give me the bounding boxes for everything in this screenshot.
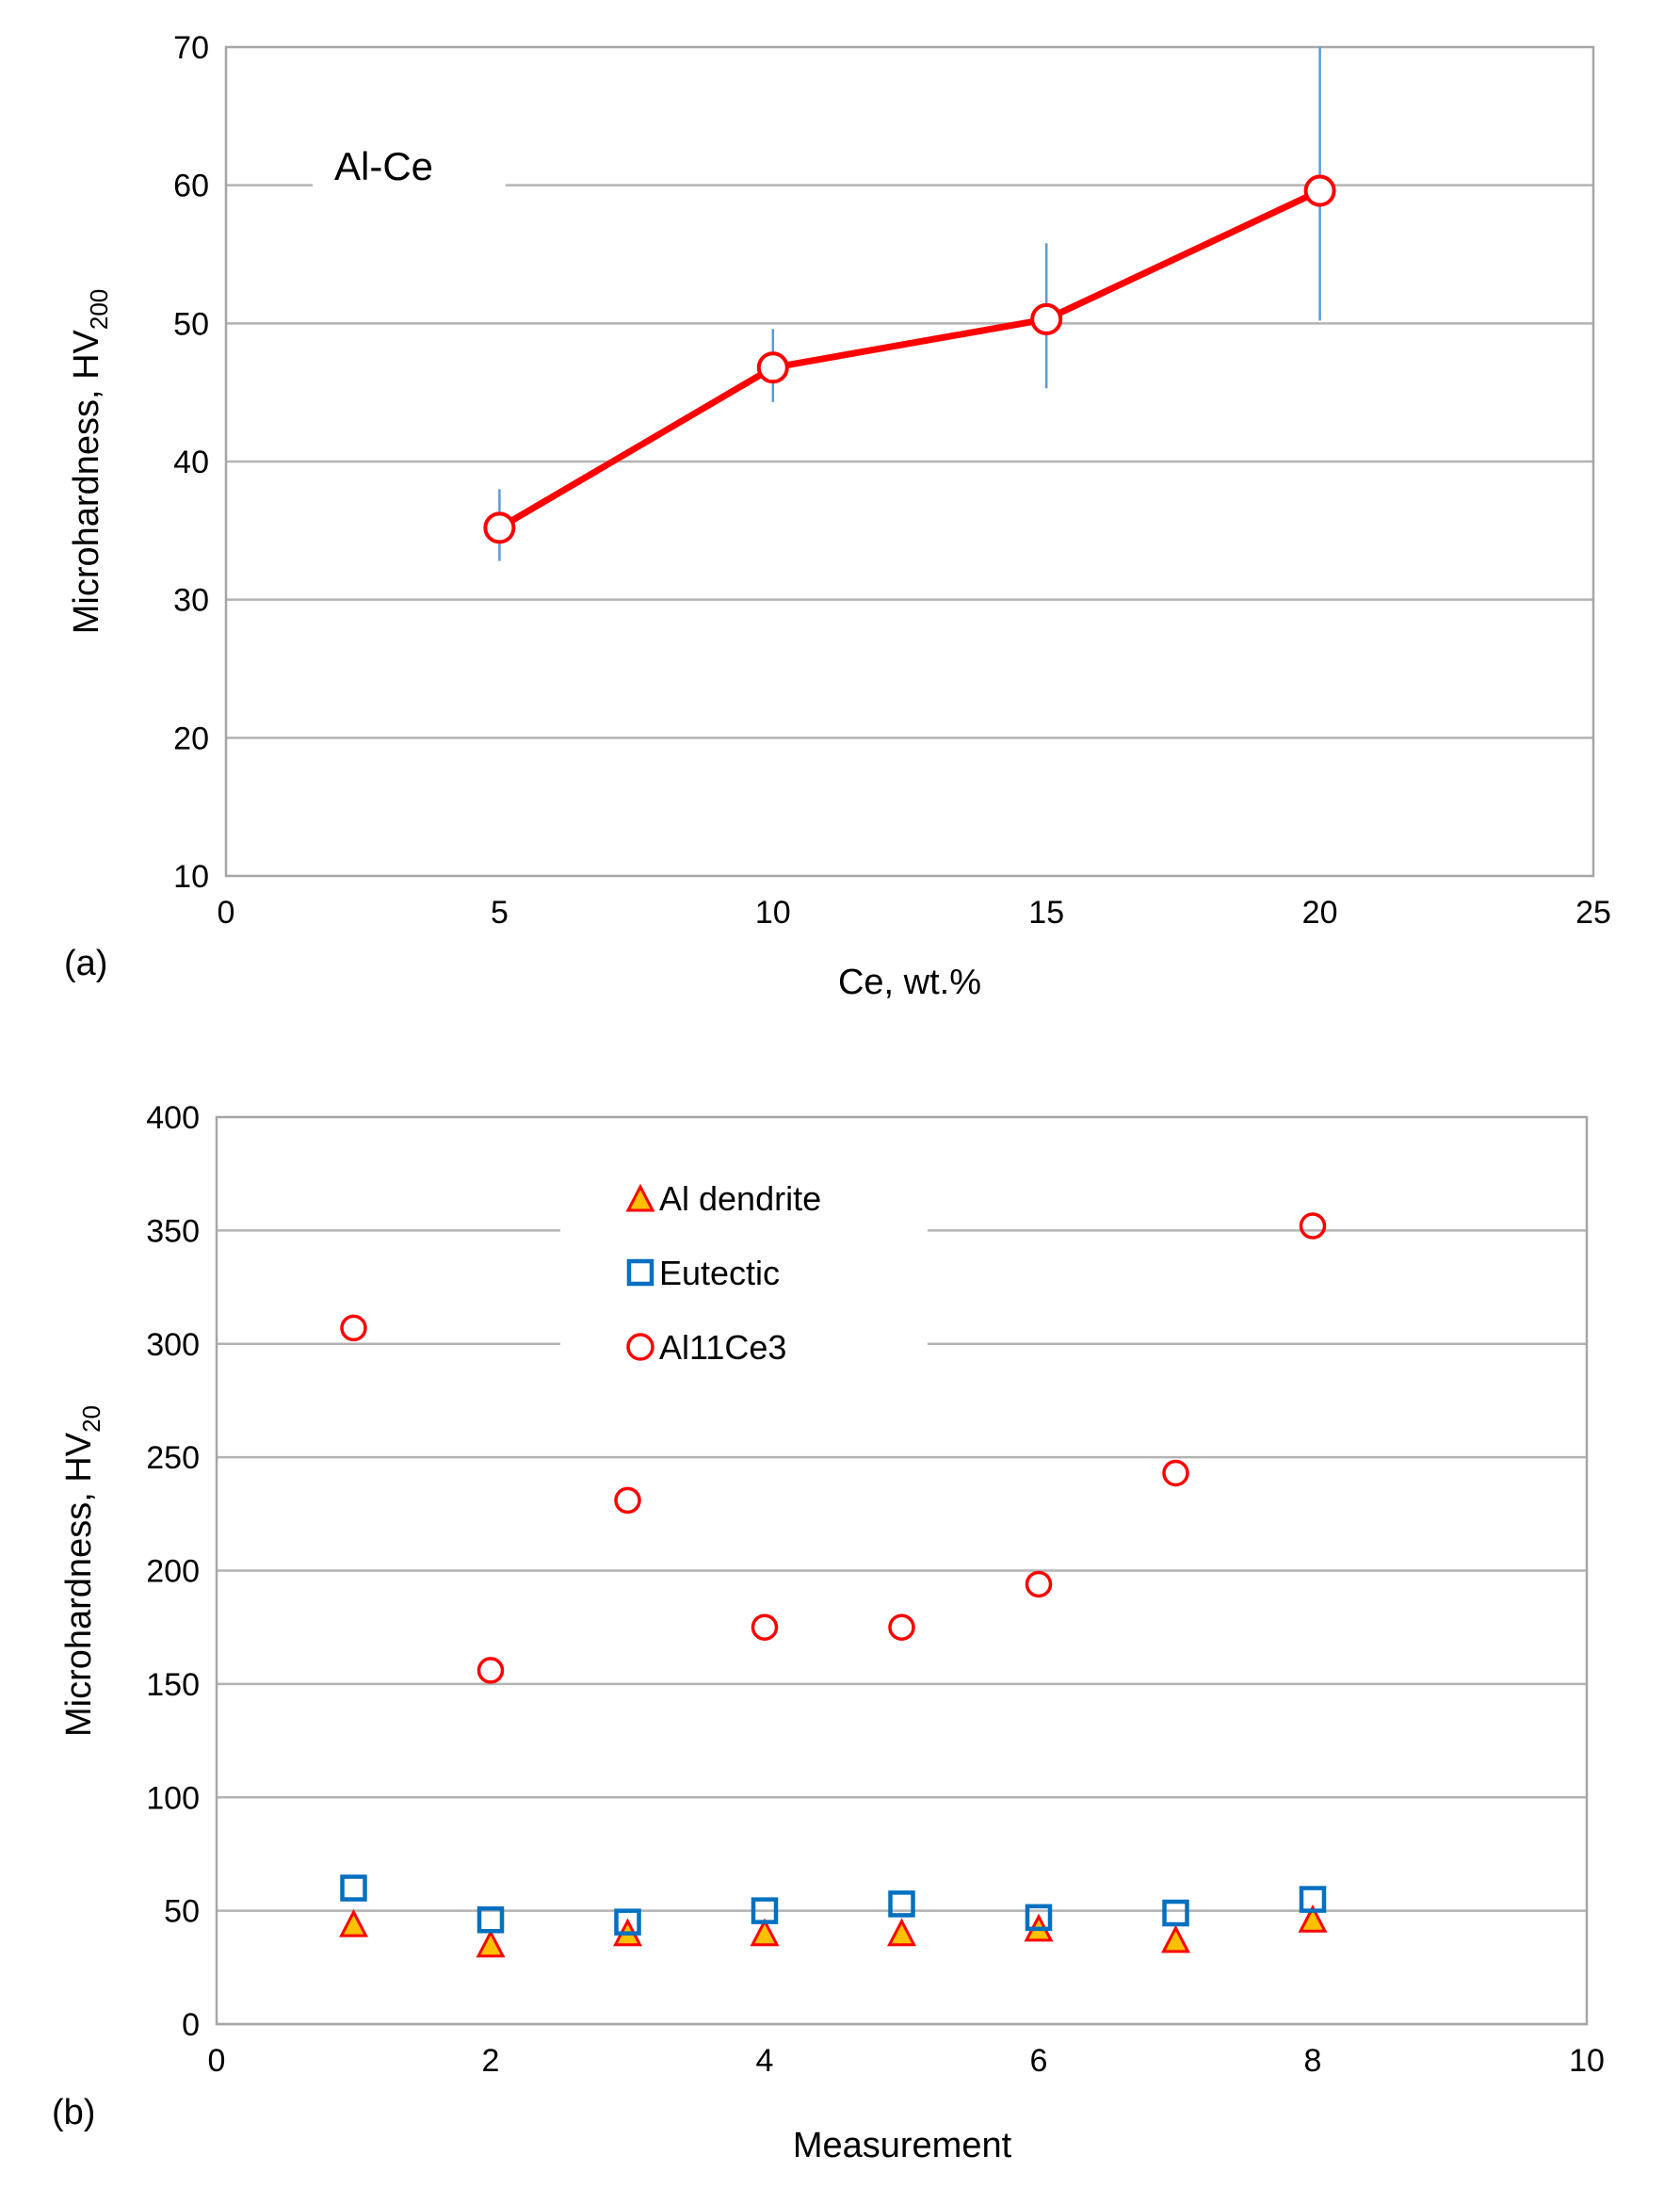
y-tick-label-70: 70 bbox=[173, 30, 209, 66]
chart-b-plot-frame bbox=[215, 1115, 1589, 2026]
x-tick-label-25: 25 bbox=[1575, 895, 1611, 931]
chart-b-tick-labels: 0 50 100 150 200 250 300 350 400 0 2 4 6 8 10 bbox=[146, 1100, 1605, 2079]
chart-a-points bbox=[483, 174, 1336, 544]
chart-a-annotation: Al-Ce bbox=[334, 144, 433, 188]
y-tick-label-0: 0 bbox=[182, 2007, 200, 2043]
x-tick-label-10: 10 bbox=[1569, 2043, 1605, 2079]
y-tick-label-30: 30 bbox=[173, 583, 209, 619]
eutectic-point-4 bbox=[751, 1897, 779, 1924]
series-eutectic bbox=[340, 1874, 1327, 1936]
y-tick-label-300: 300 bbox=[146, 1327, 200, 1363]
chart-b-series bbox=[339, 1212, 1328, 1958]
y-tick-label-60: 60 bbox=[173, 169, 209, 204]
chart-b-legend-box bbox=[560, 1163, 928, 1366]
y-tick-label-10: 10 bbox=[173, 859, 209, 895]
y-tick-label-150: 150 bbox=[146, 1667, 200, 1703]
chart-b-panel-label: (b) bbox=[52, 2093, 95, 2132]
chart-a-y-axis-label-sub: 200 bbox=[85, 289, 113, 330]
data-point-5 bbox=[483, 511, 516, 544]
y-tick-label-400: 400 bbox=[146, 1100, 200, 1136]
data-point-20 bbox=[1303, 174, 1336, 207]
x-tick-label-4: 4 bbox=[756, 2043, 774, 2079]
x-tick-label-20: 20 bbox=[1302, 895, 1338, 931]
x-tick-label-15: 15 bbox=[1028, 895, 1064, 931]
al11ce3-point-6 bbox=[1025, 1570, 1053, 1598]
al11ce3-point-7 bbox=[1162, 1459, 1189, 1487]
al-dendrite-point-2 bbox=[476, 1929, 506, 1958]
al-dendrite-point-1 bbox=[339, 1908, 368, 1937]
chart-a-tick-labels: 10 20 30 40 50 60 70 0 5 10 15 20 25 bbox=[173, 30, 1611, 931]
eutectic-point-2 bbox=[477, 1906, 505, 1934]
chart-b-y-axis-label-main: Microhardness, HV bbox=[59, 1432, 99, 1737]
y-tick-label-50: 50 bbox=[173, 306, 209, 342]
y-tick-label-350: 350 bbox=[146, 1213, 200, 1249]
chart-a-annotation-box bbox=[313, 122, 506, 207]
al11ce3-point-4 bbox=[751, 1613, 779, 1641]
y-tick-label-250: 250 bbox=[146, 1440, 200, 1476]
legend-label-al-dendrite: Al dendrite bbox=[659, 1179, 821, 1218]
data-point-15 bbox=[1030, 302, 1063, 335]
chart-a-y-axis-label: Microhardness, HV200 bbox=[67, 289, 113, 635]
al11ce3-point-8 bbox=[1299, 1212, 1327, 1240]
eutectic-point-8 bbox=[1299, 1886, 1327, 1913]
al11ce3-point-1 bbox=[340, 1314, 367, 1342]
series-al-dendrite bbox=[339, 1904, 1328, 1958]
al-dendrite-point-5 bbox=[887, 1918, 916, 1947]
series-line-al-ce bbox=[497, 187, 1322, 531]
x-tick-label-0: 0 bbox=[218, 895, 235, 931]
chart-b: 0 50 100 150 200 250 300 350 400 0 2 4 6 8 10 Al dendr… bbox=[52, 1100, 1605, 2165]
al11ce3-point-5 bbox=[888, 1613, 915, 1641]
eutectic-point-7 bbox=[1162, 1899, 1189, 1927]
x-tick-label-10: 10 bbox=[755, 895, 791, 931]
chart-b-legend: Al dendrite Eutectic Al11Ce3 bbox=[625, 1179, 821, 1367]
y-tick-label-100: 100 bbox=[146, 1780, 200, 1816]
y-tick-label-40: 40 bbox=[173, 445, 209, 480]
eutectic-point-5 bbox=[888, 1890, 915, 1918]
chart-a-x-axis-label: Ce, wt.% bbox=[838, 963, 981, 1002]
chart-b-y-axis-label: Microhardness, HV20 bbox=[59, 1405, 105, 1737]
chart-a-series-line bbox=[497, 187, 1322, 531]
chart-a-gridlines bbox=[226, 184, 1593, 739]
eutectic-point-3 bbox=[614, 1908, 641, 1936]
legend-label-eutectic: Eutectic bbox=[659, 1254, 780, 1292]
circle-marker-icon bbox=[626, 1333, 654, 1361]
x-tick-label-6: 6 bbox=[1030, 2043, 1048, 2079]
al11ce3-point-2 bbox=[477, 1657, 505, 1684]
series-al11ce3 bbox=[340, 1212, 1327, 1684]
triangle-marker-icon bbox=[625, 1183, 655, 1212]
legend-item-eutectic: Eutectic bbox=[626, 1254, 780, 1292]
x-tick-label-8: 8 bbox=[1304, 2043, 1322, 2079]
eutectic-point-6 bbox=[1025, 1904, 1053, 1932]
al-dendrite-point-7 bbox=[1161, 1924, 1190, 1953]
chart-a-error-bars bbox=[498, 47, 1321, 561]
chart-a-panel-label: (a) bbox=[64, 944, 107, 983]
al-dendrite-point-8 bbox=[1298, 1904, 1328, 1933]
legend-item-al-dendrite: Al dendrite bbox=[625, 1179, 821, 1218]
chart-a-plot-frame bbox=[224, 45, 1595, 878]
x-tick-label-0: 0 bbox=[208, 2043, 226, 2079]
chart-b-y-axis-label-sub: 20 bbox=[77, 1405, 105, 1433]
chart-b-x-axis-label: Measurement bbox=[793, 2126, 1012, 2165]
al11ce3-point-3 bbox=[614, 1486, 641, 1515]
legend-item-al11ce3: Al11Ce3 bbox=[626, 1328, 786, 1367]
chart-a-y-axis-label-main: Microhardness, HV bbox=[67, 329, 106, 634]
eutectic-point-1 bbox=[340, 1874, 367, 1902]
al-dendrite-point-4 bbox=[750, 1918, 780, 1947]
x-tick-label-2: 2 bbox=[482, 2043, 500, 2079]
data-point-10 bbox=[756, 351, 789, 384]
y-tick-label-20: 20 bbox=[173, 721, 209, 756]
legend-label-al11ce3: Al11Ce3 bbox=[659, 1328, 786, 1367]
x-tick-label-5: 5 bbox=[491, 895, 509, 931]
square-marker-icon bbox=[626, 1258, 654, 1287]
y-tick-label-200: 200 bbox=[146, 1554, 200, 1590]
y-tick-label-50: 50 bbox=[164, 1894, 200, 1930]
